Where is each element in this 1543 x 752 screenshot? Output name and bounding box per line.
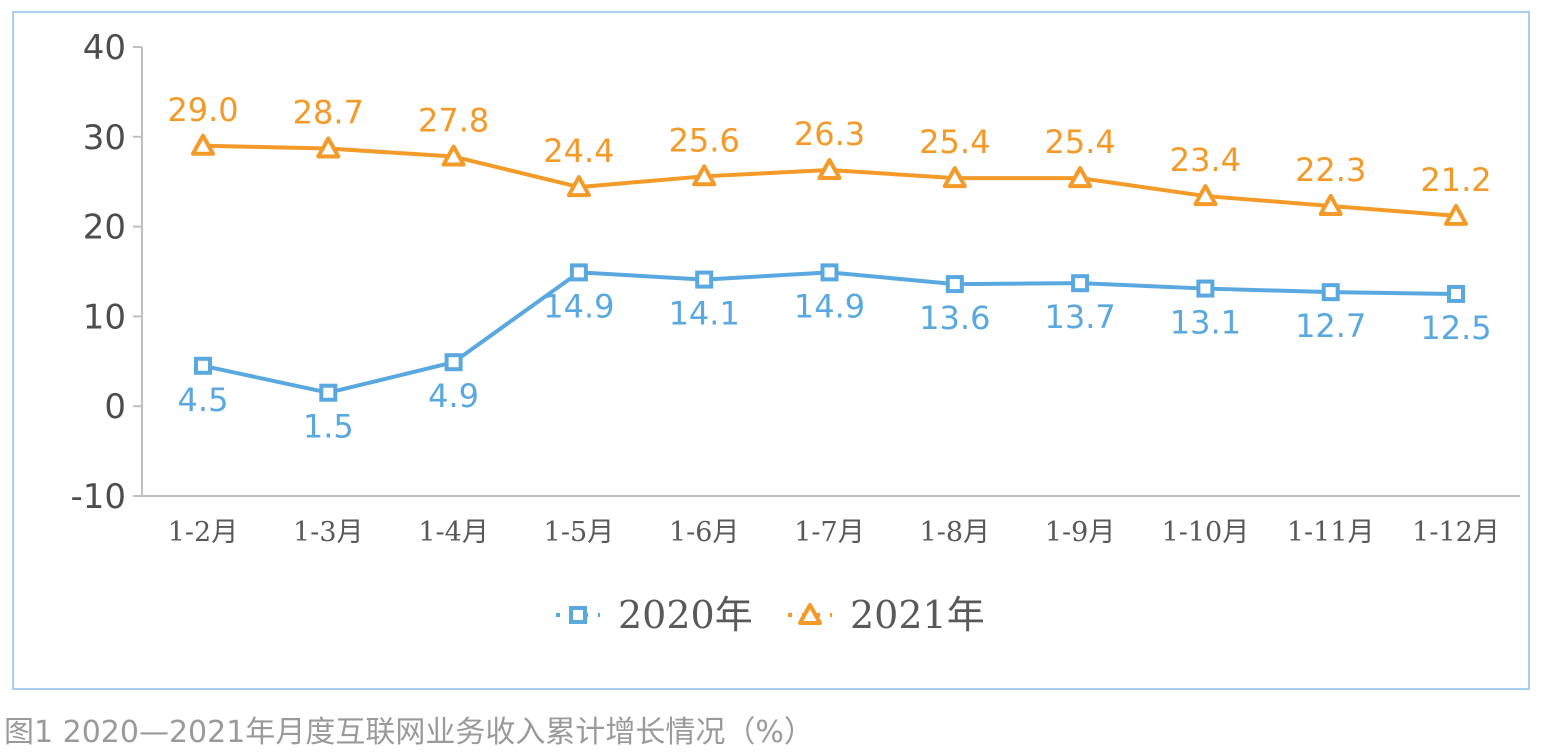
y-tick-label: 30 — [83, 118, 126, 158]
legend-label: 2020年 — [618, 593, 753, 637]
data-label: 13.7 — [1044, 298, 1115, 336]
data-label: 21.2 — [1420, 161, 1491, 199]
data-label: 13.1 — [1170, 304, 1241, 342]
data-label: 27.8 — [418, 102, 489, 140]
data-label: 22.3 — [1295, 151, 1366, 189]
data-point — [1318, 193, 1343, 216]
y-tick-label: 10 — [83, 297, 126, 337]
x-tick-label: 1-8月 — [920, 517, 990, 548]
x-tick-label: 1-2月 — [168, 517, 238, 548]
data-point — [817, 158, 842, 181]
data-point — [1196, 279, 1215, 298]
data-point — [441, 144, 466, 167]
x-tick-label: 1-10月 — [1162, 517, 1250, 548]
legend-marker — [798, 603, 822, 625]
data-point — [316, 136, 341, 159]
data-point — [191, 133, 215, 156]
data-point — [1071, 274, 1090, 293]
data-point — [1193, 184, 1218, 207]
legend: 2020年 2021年 — [556, 593, 985, 637]
data-label: 14.1 — [669, 295, 740, 333]
series-lines: 4.5 1.5 4.9 14.9 14.1 14.9 13.6 13.7 13.1 12.7 12.… — [167, 91, 1491, 446]
y-tick-label: 0 — [104, 387, 126, 427]
data-label: 12.5 — [1420, 309, 1491, 347]
figure-caption: 图1 2020—2021年月度互联网业务收入累计增长情况（%） — [4, 715, 814, 750]
x-tick-label: 1-12月 — [1412, 517, 1500, 548]
data-point — [820, 263, 839, 282]
data-label: 12.7 — [1295, 307, 1366, 345]
legend-label: 2021年 — [850, 593, 985, 637]
data-label: 25.4 — [1044, 123, 1115, 161]
axes: 40 30 20 10 0 -10 1-2月 1-3月 1-4月 1-5月 1-6月 1-7月 1-8月… — [70, 28, 1520, 548]
x-tick-label: 1-11月 — [1287, 517, 1375, 548]
x-tick-label: 1-7月 — [794, 517, 864, 548]
chart-frame — [12, 11, 1530, 690]
data-label: 1.5 — [303, 408, 354, 446]
series-2020: 4.5 1.5 4.9 14.9 14.1 14.9 13.6 13.7 13.1 12.7 12.… — [178, 263, 1492, 446]
data-label: 26.3 — [794, 115, 865, 153]
y-tick-label: 20 — [83, 208, 126, 248]
x-tick-label: 1-6月 — [669, 517, 739, 548]
data-point — [1068, 166, 1093, 189]
data-label: 29.0 — [167, 91, 238, 129]
legend-marker — [569, 606, 587, 624]
data-point — [444, 353, 463, 372]
data-point — [566, 175, 591, 198]
data-label: 14.9 — [543, 287, 614, 325]
data-label: 25.4 — [919, 123, 990, 161]
data-point — [945, 275, 964, 294]
data-point — [319, 383, 338, 402]
data-point — [1447, 284, 1465, 303]
data-label: 13.6 — [919, 299, 990, 337]
data-label: 4.5 — [178, 381, 229, 419]
data-label: 4.9 — [428, 377, 479, 415]
x-tick-label: 1-9月 — [1045, 517, 1115, 548]
line-chart: 40 30 20 10 0 -10 1-2月 1-3月 1-4月 1-5月 1-6月 1-7月 1-8月… — [70, 28, 1520, 637]
data-label: 14.9 — [794, 287, 865, 325]
data-point — [1444, 203, 1468, 226]
data-point — [942, 166, 967, 189]
x-tick-label: 1-4月 — [418, 517, 488, 548]
data-point — [194, 356, 212, 375]
y-tick-label: 40 — [83, 28, 126, 68]
data-label: 23.4 — [1170, 141, 1241, 179]
y-tick-label: -10 — [70, 477, 126, 517]
data-point — [695, 270, 714, 289]
data-label: 24.4 — [543, 132, 614, 170]
data-point — [1321, 283, 1340, 302]
series-line — [202, 143, 1457, 218]
x-tick-label: 1-3月 — [293, 517, 363, 548]
data-point — [569, 263, 588, 282]
series-2021: 29.0 28.7 27.8 24.4 25.6 26.3 25.4 25.4 23.4 22.3… — [167, 91, 1492, 226]
data-label: 28.7 — [293, 93, 364, 131]
x-tick-label: 1-5月 — [544, 517, 614, 548]
data-point — [692, 164, 717, 187]
data-label: 25.6 — [669, 121, 740, 159]
